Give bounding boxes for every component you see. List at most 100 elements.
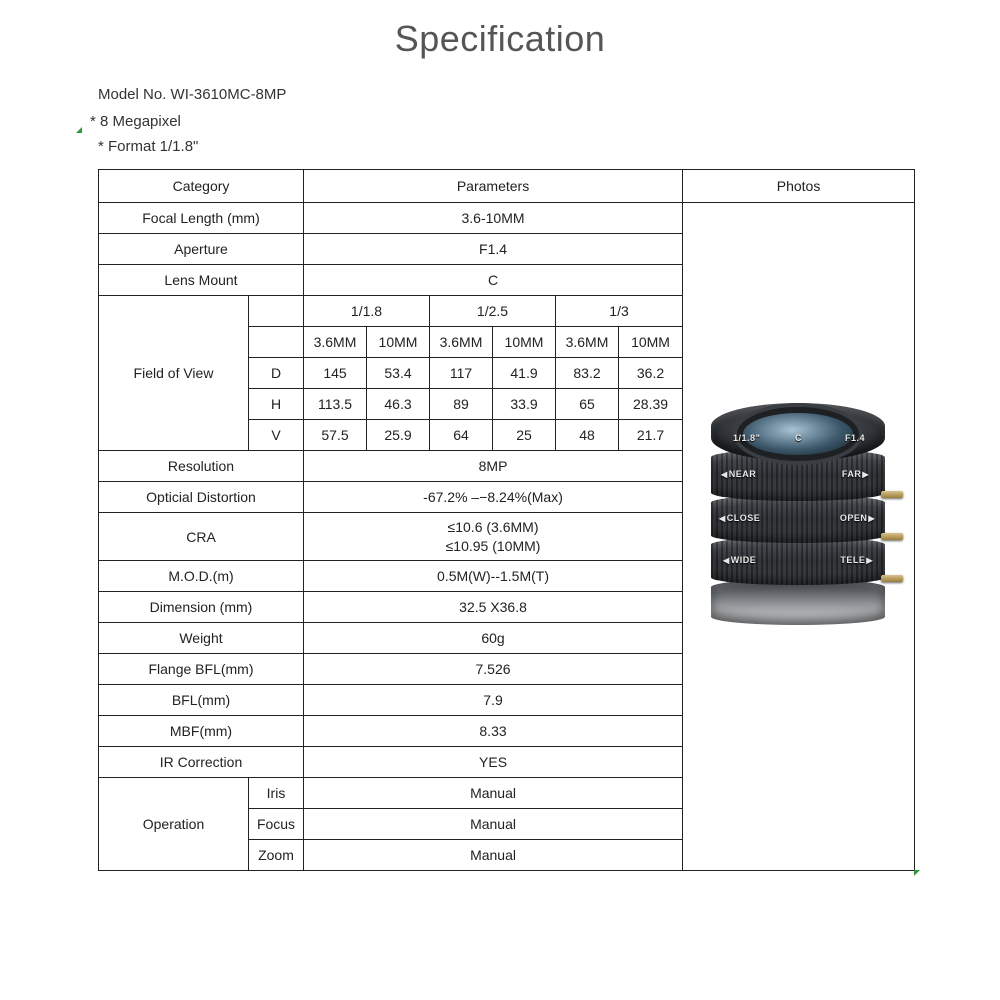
fov-v-0: 57.5	[304, 420, 367, 451]
op-iris-k: Iris	[249, 778, 304, 809]
op-iris-v: Manual	[304, 778, 683, 809]
val-flange-bfl: 7.526	[304, 654, 683, 685]
cat-weight: Weight	[99, 623, 304, 654]
fov-v-1: 25.9	[367, 420, 430, 451]
fov-fl-4: 3.6MM	[556, 327, 619, 358]
fov-v-4: 48	[556, 420, 619, 451]
fov-h-4: 65	[556, 389, 619, 420]
val-aperture: F1.4	[304, 234, 683, 265]
green-corner-icon	[76, 127, 82, 133]
val-resolution: 8MP	[304, 451, 683, 482]
spec-table: Category Parameters Photos Focal Length …	[98, 169, 915, 871]
op-zoom-k: Zoom	[249, 840, 304, 871]
model-value: WI-3610MC-8MP	[171, 86, 287, 103]
fov-d-5: 36.2	[619, 358, 683, 389]
row-focal-length: Focal Length (mm) 3.6-10MM 1/1.8" C F1.4…	[99, 203, 915, 234]
fov-d-2: 117	[430, 358, 493, 389]
fov-sensor-2: 1/3	[556, 296, 683, 327]
fov-blank-2	[249, 327, 304, 358]
lens-wide-label: WIDE	[723, 555, 756, 565]
fov-sensor-1: 1/2.5	[430, 296, 556, 327]
fov-h-1: 46.3	[367, 389, 430, 420]
fov-v-3: 25	[493, 420, 556, 451]
lens-illustration: 1/1.8" C F1.4 NEAR FAR CLOSE OPEN WIDE T…	[693, 403, 903, 633]
fov-fl-5: 10MM	[619, 327, 683, 358]
cat-mod: M.O.D.(m)	[99, 561, 304, 592]
op-focus-v: Manual	[304, 809, 683, 840]
val-weight: 60g	[304, 623, 683, 654]
cra-line2: ≤10.95 (10MM)	[307, 537, 679, 556]
hdr-category: Category	[99, 170, 304, 203]
val-dimension: 32.5 X36.8	[304, 592, 683, 623]
lens-top-mid-label: C	[795, 433, 802, 443]
fov-axis-h: H	[249, 389, 304, 420]
fov-d-4: 83.2	[556, 358, 619, 389]
lens-open-label: OPEN	[840, 513, 875, 523]
fov-d-0: 145	[304, 358, 367, 389]
lens-tele-label: TELE	[840, 555, 873, 565]
op-focus-k: Focus	[249, 809, 304, 840]
cat-operation: Operation	[99, 778, 249, 871]
lens-pin-2	[881, 533, 903, 540]
cat-lens-mount: Lens Mount	[99, 265, 304, 296]
cat-bfl: BFL(mm)	[99, 685, 304, 716]
lens-base	[711, 579, 885, 625]
cat-distortion: Opticial Distortion	[99, 482, 304, 513]
val-ir: YES	[304, 747, 683, 778]
cat-ir: IR Correction	[99, 747, 304, 778]
bullet-2: * Format 1/1.8"	[98, 138, 1000, 155]
fov-blank-1	[249, 296, 304, 327]
cat-flange-bfl: Flange BFL(mm)	[99, 654, 304, 685]
val-distortion: -67.2% –−8.24%(Max)	[304, 482, 683, 513]
fov-fl-2: 3.6MM	[430, 327, 493, 358]
lens-close-label: CLOSE	[719, 513, 760, 523]
bullet-1: * 8 Megapixel	[90, 113, 1000, 130]
val-mbf: 8.33	[304, 716, 683, 747]
cat-focal-length: Focal Length (mm)	[99, 203, 304, 234]
page-title: Specification	[0, 0, 1000, 86]
fov-d-3: 41.9	[493, 358, 556, 389]
cat-mbf: MBF(mm)	[99, 716, 304, 747]
op-zoom-v: Manual	[304, 840, 683, 871]
fov-h-5: 28.39	[619, 389, 683, 420]
val-mod: 0.5M(W)--1.5M(T)	[304, 561, 683, 592]
cat-fov: Field of View	[99, 296, 249, 451]
fov-h-2: 89	[430, 389, 493, 420]
table-header-row: Category Parameters Photos	[99, 170, 915, 203]
val-focal-length: 3.6-10MM	[304, 203, 683, 234]
fov-axis-v: V	[249, 420, 304, 451]
fov-axis-d: D	[249, 358, 304, 389]
cat-cra: CRA	[99, 513, 304, 561]
fov-fl-0: 3.6MM	[304, 327, 367, 358]
val-cra: ≤10.6 (3.6MM) ≤10.95 (10MM)	[304, 513, 683, 561]
cat-resolution: Resolution	[99, 451, 304, 482]
bullet-2-text: * Format 1/1.8"	[98, 138, 198, 155]
model-line: Model No. WI-3610MC-8MP	[98, 86, 1000, 103]
lens-near-label: NEAR	[721, 469, 756, 479]
val-lens-mount: C	[304, 265, 683, 296]
bullet-1-text: * 8 Megapixel	[90, 113, 181, 130]
lens-far-label: FAR	[842, 469, 869, 479]
hdr-parameters: Parameters	[304, 170, 683, 203]
photo-cell: 1/1.8" C F1.4 NEAR FAR CLOSE OPEN WIDE T…	[683, 203, 915, 871]
lens-pin-1	[881, 491, 903, 498]
fov-v-2: 64	[430, 420, 493, 451]
green-corner-bottom-icon	[914, 870, 920, 876]
cra-line1: ≤10.6 (3.6MM)	[307, 518, 679, 537]
fov-v-5: 21.7	[619, 420, 683, 451]
fov-fl-1: 10MM	[367, 327, 430, 358]
cat-aperture: Aperture	[99, 234, 304, 265]
cat-dimension: Dimension (mm)	[99, 592, 304, 623]
fov-sensor-0: 1/1.8	[304, 296, 430, 327]
fov-d-1: 53.4	[367, 358, 430, 389]
model-label: Model No.	[98, 86, 166, 103]
fov-h-3: 33.9	[493, 389, 556, 420]
header-info: Model No. WI-3610MC-8MP * 8 Megapixel * …	[98, 86, 1000, 155]
fov-fl-3: 10MM	[493, 327, 556, 358]
lens-top-left-label: 1/1.8"	[733, 433, 760, 443]
val-bfl: 7.9	[304, 685, 683, 716]
lens-top-right-label: F1.4	[845, 433, 865, 443]
fov-h-0: 113.5	[304, 389, 367, 420]
hdr-photos: Photos	[683, 170, 915, 203]
lens-pin-3	[881, 575, 903, 582]
